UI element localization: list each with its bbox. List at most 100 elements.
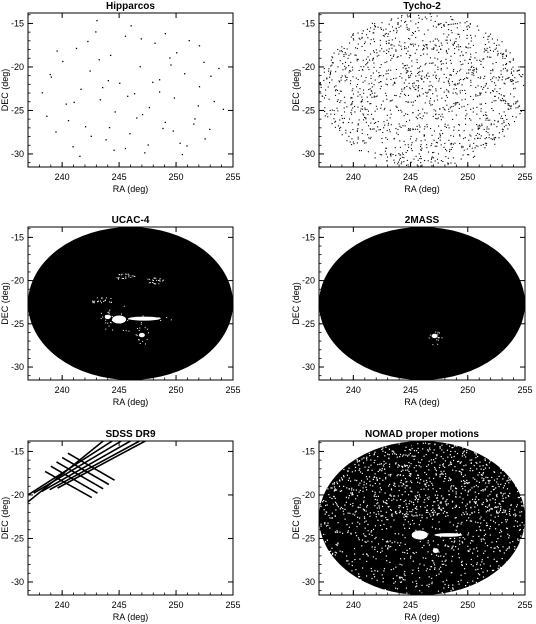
speckle xyxy=(327,524,329,526)
plot-area xyxy=(41,19,225,157)
speckle xyxy=(446,443,448,445)
speckle xyxy=(385,446,387,448)
star-point xyxy=(416,164,418,166)
star-point xyxy=(455,73,457,75)
void-speck xyxy=(438,337,440,339)
speckle xyxy=(380,515,382,517)
speckle xyxy=(485,511,487,513)
star-point xyxy=(371,92,373,94)
star-point xyxy=(474,155,476,157)
speckle xyxy=(401,465,403,467)
speckle xyxy=(496,493,498,496)
star-point xyxy=(494,48,496,50)
speckle xyxy=(323,509,325,511)
speckle xyxy=(464,482,466,484)
star-point xyxy=(490,79,492,81)
speckle xyxy=(451,456,453,458)
star-point xyxy=(461,146,463,149)
speckle xyxy=(377,519,379,521)
speckle xyxy=(501,495,504,497)
speckle xyxy=(500,472,502,474)
speckle xyxy=(521,511,523,513)
star-point xyxy=(458,36,461,38)
star-point xyxy=(403,93,405,95)
star-point xyxy=(470,79,472,81)
star-point xyxy=(360,150,362,152)
star-point xyxy=(477,77,479,79)
speckle xyxy=(366,560,368,563)
star-point xyxy=(418,94,420,96)
star-point xyxy=(400,73,402,75)
speckle xyxy=(465,505,467,507)
star-point xyxy=(455,114,457,116)
speckle xyxy=(428,498,430,500)
star-point xyxy=(373,128,375,130)
star-point xyxy=(369,138,371,140)
speckle xyxy=(388,474,390,476)
speckle xyxy=(446,512,448,514)
plot-area xyxy=(319,13,525,167)
speckle xyxy=(376,507,378,509)
speckle xyxy=(359,506,361,509)
star-point xyxy=(357,106,359,108)
speckle xyxy=(475,547,478,549)
star-point xyxy=(465,77,468,79)
void-speck xyxy=(104,300,106,302)
star-point xyxy=(501,41,503,43)
star-point xyxy=(382,75,384,77)
speckle xyxy=(355,532,357,534)
speckle xyxy=(484,550,486,552)
speckle xyxy=(404,514,406,516)
star-point xyxy=(502,99,504,101)
speckle xyxy=(430,459,432,461)
star-point xyxy=(472,107,474,109)
star-point xyxy=(480,144,482,146)
star-point xyxy=(502,100,504,102)
speckle xyxy=(429,568,431,570)
star-point xyxy=(452,23,454,25)
void-speck xyxy=(152,282,154,284)
speckle xyxy=(354,466,357,468)
star-point xyxy=(385,32,387,35)
speckle xyxy=(419,482,421,484)
star-point xyxy=(508,108,510,110)
speckle xyxy=(399,577,401,579)
speckle xyxy=(386,503,388,505)
speckle xyxy=(409,500,411,502)
speckle xyxy=(469,500,471,502)
speckle xyxy=(480,567,483,570)
star-point xyxy=(446,104,448,106)
speckle xyxy=(370,531,372,533)
star-point xyxy=(417,86,419,88)
star-point xyxy=(386,49,388,51)
speckle xyxy=(514,546,516,548)
speckle xyxy=(373,454,375,456)
speckle xyxy=(374,473,376,475)
star-point xyxy=(102,86,104,89)
star-point xyxy=(394,147,396,149)
speckle xyxy=(344,508,346,510)
star-point xyxy=(455,102,457,104)
speckle xyxy=(430,553,433,555)
star-point xyxy=(375,49,377,51)
speckle xyxy=(471,552,474,554)
speckle xyxy=(516,521,518,523)
star-point xyxy=(340,50,342,52)
void-speck xyxy=(437,331,439,333)
star-point xyxy=(496,39,499,41)
speckle xyxy=(442,539,444,541)
speckle xyxy=(391,515,393,517)
speckle xyxy=(454,466,456,468)
speckle xyxy=(348,497,350,499)
speckle xyxy=(509,479,511,481)
speckle xyxy=(424,483,426,485)
star-point xyxy=(136,117,138,119)
speckle xyxy=(439,570,442,573)
star-point xyxy=(352,38,354,40)
star-point xyxy=(398,123,400,125)
speckle xyxy=(394,453,396,455)
star-point xyxy=(422,49,424,51)
star-point xyxy=(410,135,412,138)
speckle xyxy=(483,538,485,541)
speckle xyxy=(420,466,422,468)
